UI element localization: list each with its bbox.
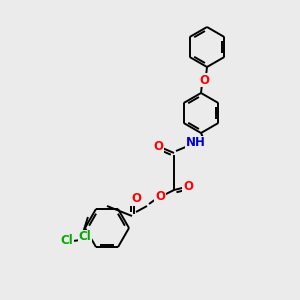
Text: O: O xyxy=(199,74,209,86)
Text: NH: NH xyxy=(186,136,206,149)
Text: O: O xyxy=(155,190,165,203)
Text: O: O xyxy=(153,140,163,154)
Text: Cl: Cl xyxy=(61,235,73,248)
Text: Cl: Cl xyxy=(79,230,91,244)
Text: O: O xyxy=(183,181,193,194)
Text: O: O xyxy=(131,193,141,206)
